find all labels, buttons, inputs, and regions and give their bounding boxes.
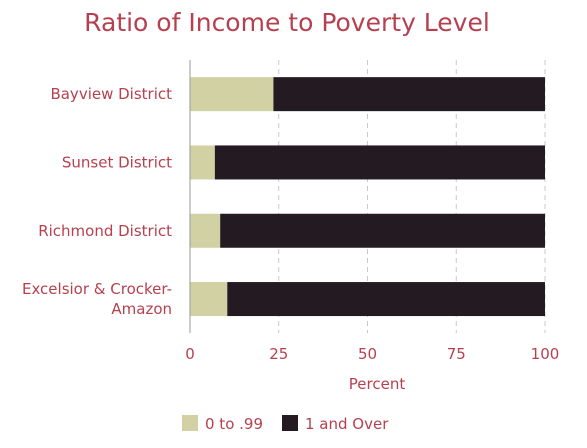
bar-segment-above-poverty	[227, 282, 545, 317]
bar-segment-above-poverty	[214, 145, 545, 180]
x-axis-title: Percent	[349, 375, 406, 393]
x-tick-label: 0	[185, 345, 195, 363]
x-tick-label: 50	[358, 345, 377, 363]
x-tick-labels: 0 25 50 75 100	[185, 345, 559, 363]
bar-segment-below-poverty	[190, 77, 274, 112]
bar-segment-above-poverty	[273, 77, 545, 112]
category-label: Bayview District	[50, 85, 172, 103]
chart-title: Ratio of Income to Poverty Level	[84, 8, 490, 37]
category-label: Sunset District	[62, 153, 172, 171]
bars	[190, 77, 546, 317]
category-label: Richmond District	[38, 222, 172, 240]
legend-label: 0 to .99	[205, 415, 263, 433]
legend-swatch	[282, 415, 298, 431]
legend: 0 to .99 1 and Over	[182, 415, 389, 433]
x-tick-label: 25	[269, 345, 288, 363]
bar-segment-below-poverty	[190, 145, 215, 180]
legend-swatch	[182, 415, 198, 431]
legend-label: 1 and Over	[305, 415, 389, 433]
x-tick-label: 100	[531, 345, 560, 363]
bar-segment-above-poverty	[220, 213, 546, 248]
bar-segment-below-poverty	[190, 213, 221, 248]
category-label: Amazon	[111, 300, 172, 318]
category-label: Excelsior & Crocker-	[22, 280, 172, 298]
bar-segment-below-poverty	[190, 282, 228, 317]
category-labels: Bayview District Sunset District Richmond …	[22, 85, 172, 318]
x-tick-label: 75	[447, 345, 466, 363]
